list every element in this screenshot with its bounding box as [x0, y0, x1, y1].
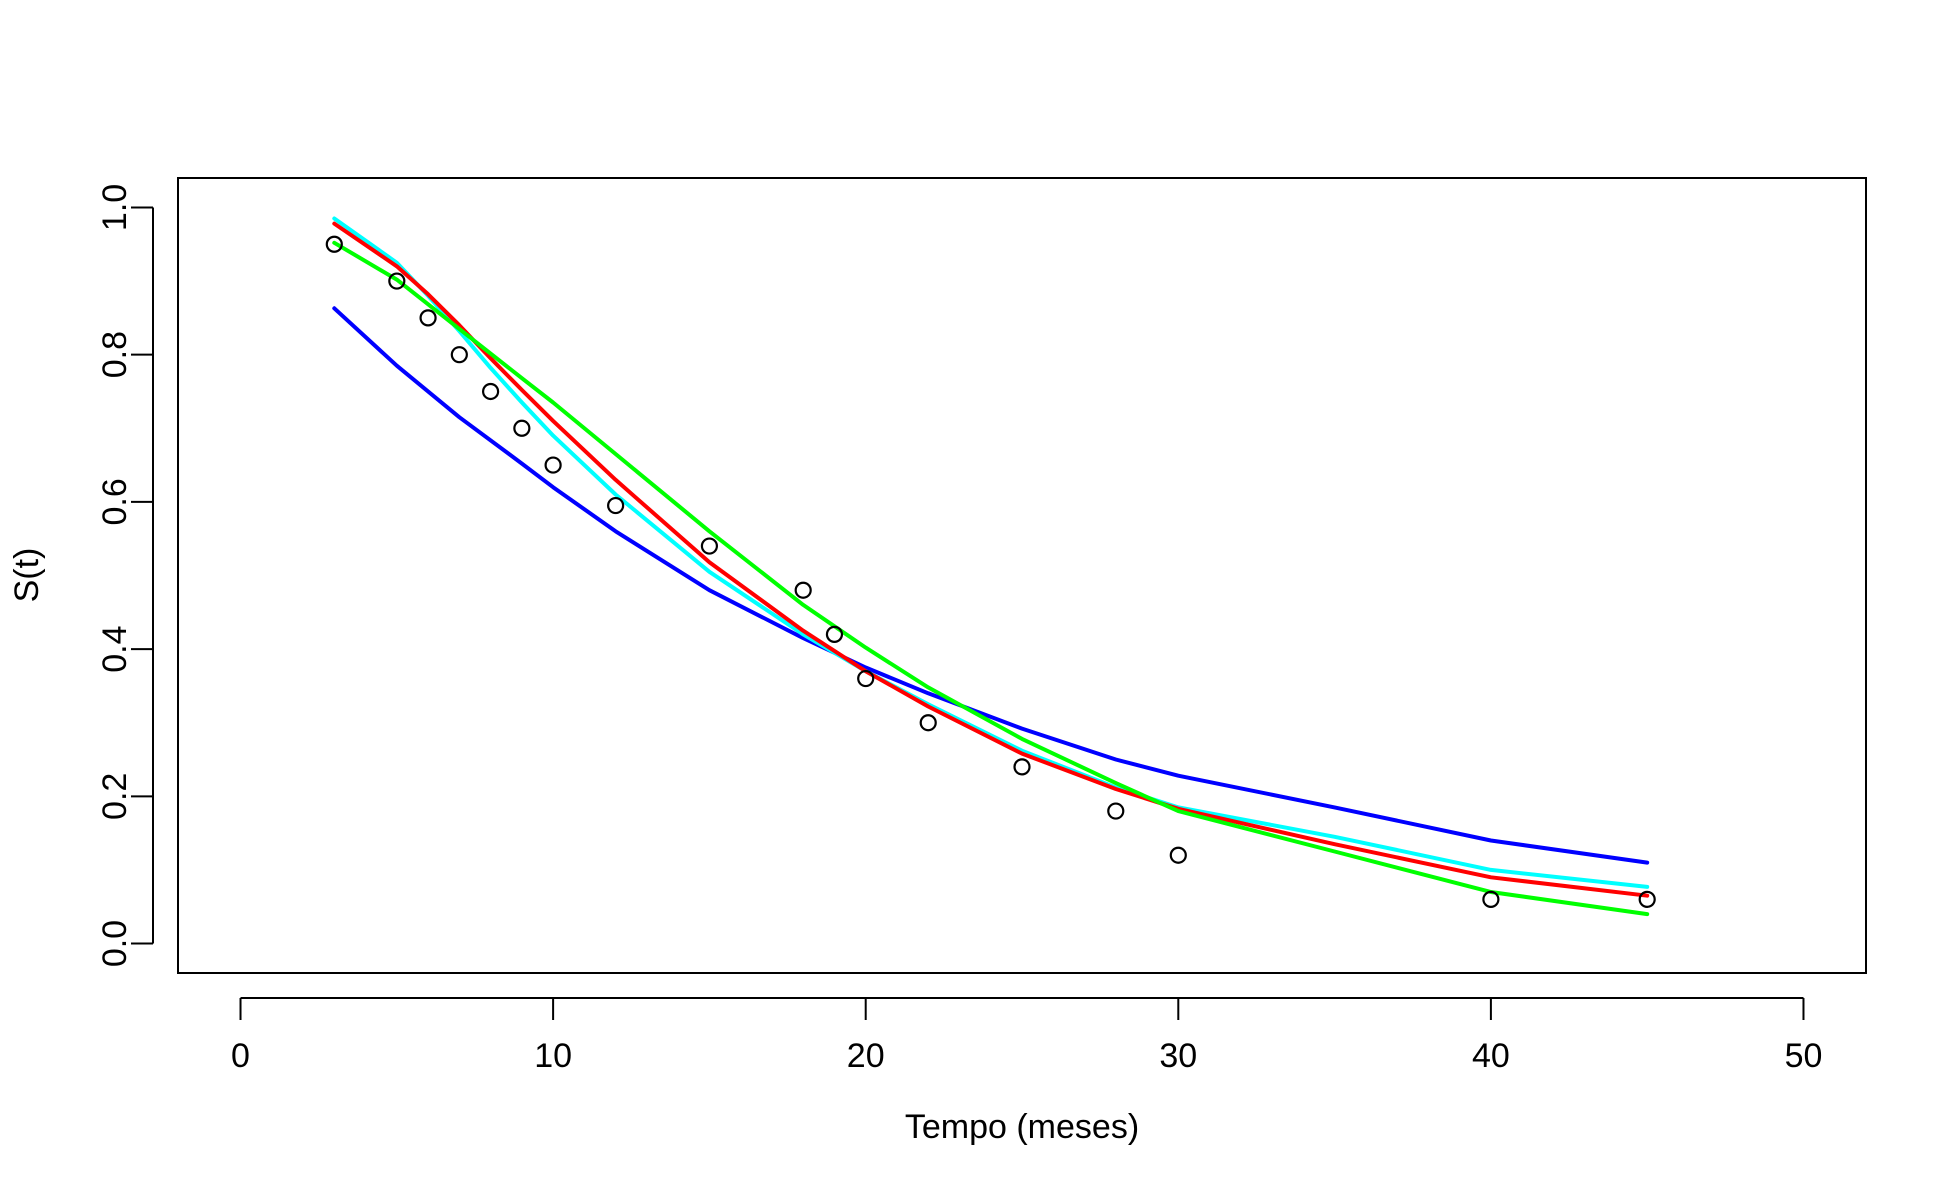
y-tick-label: 1.0 [96, 184, 134, 231]
observed-point [450, 346, 468, 364]
y-axis: 0.0 0.2 0.4 0.6 0.8 1.0 [96, 184, 154, 967]
series-line-1 [332, 306, 1650, 865]
observed-point [1482, 890, 1500, 908]
observed-point [794, 581, 812, 599]
observed-point [825, 625, 844, 643]
x-tick-label: 0 [231, 1037, 250, 1075]
y-tick-label: 0.0 [96, 920, 134, 967]
observed-point [513, 419, 531, 437]
observed-point [544, 456, 562, 474]
x-tick-label: 20 [847, 1037, 885, 1075]
series-line-3 [332, 221, 1650, 898]
y-tick-label: 0.2 [96, 773, 134, 820]
observed-point [388, 272, 406, 290]
observed-point [857, 669, 875, 688]
observed-point [325, 235, 343, 253]
x-tick-label: 10 [534, 1037, 572, 1075]
series-line-4 [332, 240, 1650, 917]
y-tick-label: 0.8 [96, 331, 134, 378]
x-tick-label: 30 [1159, 1037, 1197, 1075]
series-line-2 [332, 216, 1650, 889]
observed-points [325, 235, 1656, 908]
y-axis-label: S(t) [8, 548, 46, 603]
observed-point [1638, 890, 1656, 908]
observed-point [919, 714, 937, 732]
observed-point [607, 496, 625, 515]
x-tick-label: 40 [1472, 1037, 1510, 1075]
observed-point [419, 309, 437, 327]
observed-point [1169, 846, 1187, 864]
observed-point [1013, 758, 1031, 776]
y-tick-label: 0.4 [96, 625, 134, 672]
observed-point [1107, 802, 1125, 820]
plot-frame [177, 177, 1867, 974]
x-axis: 0 10 20 30 40 50 [231, 997, 1823, 1075]
series-lines [332, 216, 1650, 917]
observed-point [700, 537, 719, 555]
x-tick-label: 50 [1785, 1037, 1823, 1075]
x-axis-label: Tempo (meses) [905, 1108, 1139, 1146]
observed-point [481, 382, 500, 401]
y-tick-label: 0.6 [96, 478, 134, 525]
